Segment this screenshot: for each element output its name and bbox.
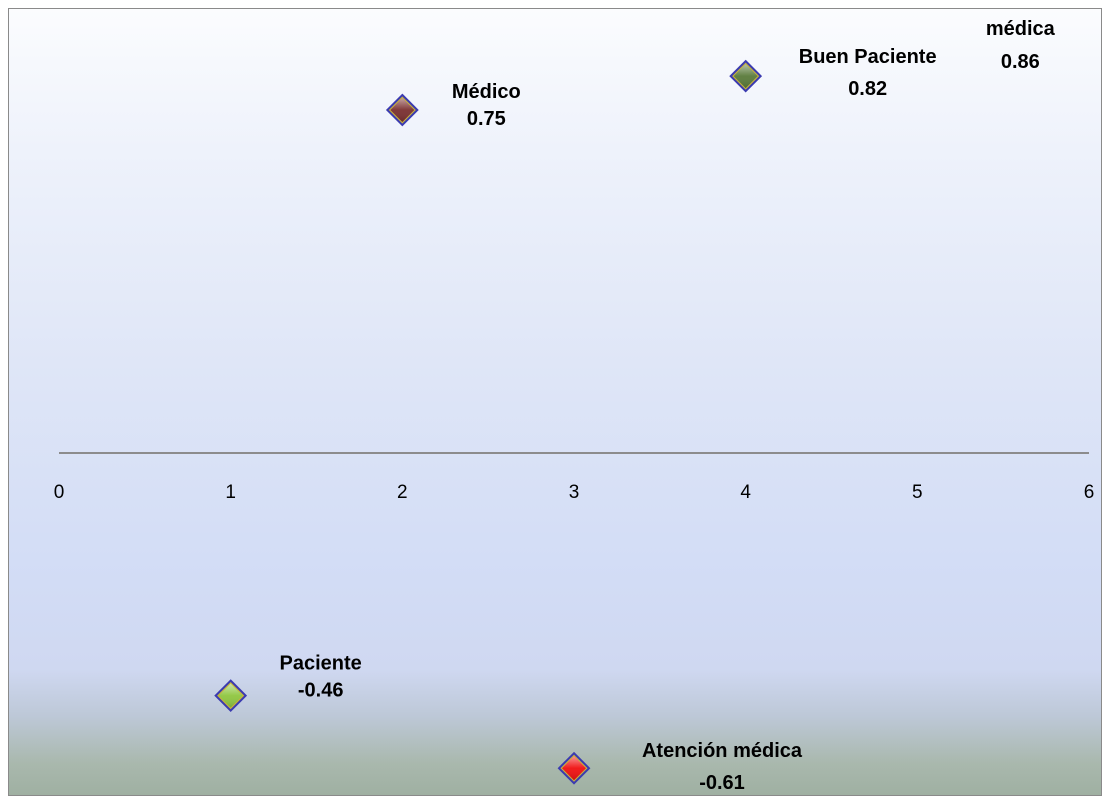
data-label-line: 0.86 — [1001, 51, 1040, 73]
data-label-line: 0.75 — [467, 108, 506, 130]
x-tick-label: 1 — [225, 482, 236, 503]
x-tick-label: 4 — [740, 482, 751, 503]
data-label: Paciente -0.46 — [280, 653, 362, 702]
data-label-line: 0.82 — [848, 78, 887, 100]
data-label-line: Atención médica — [642, 740, 803, 762]
x-tick-label: 5 — [912, 482, 923, 503]
data-label-line: Paciente — [280, 653, 362, 675]
scatter-point — [214, 679, 248, 713]
data-labels: Paciente -0.46 Médico 0.75 Atención médica -0… — [280, 9, 1095, 794]
data-label-line: Buen Paciente — [799, 46, 937, 68]
x-tick-labels: 0 1 2 3 4 5 6 — [54, 482, 1095, 503]
scatter-point — [385, 93, 419, 127]
x-tick-label: 3 — [569, 482, 580, 503]
chart-frame: 0 1 2 3 4 5 6 Paciente -0.46 Médico 0.75 Atención … — [8, 8, 1102, 796]
scatter-point — [729, 59, 763, 93]
data-label: Buena atenciónmédica0.86 — [946, 9, 1095, 73]
scatter-point — [557, 751, 591, 785]
data-label-line: -0.46 — [298, 680, 344, 702]
x-tick-label: 6 — [1084, 482, 1095, 503]
x-tick-label: 0 — [54, 482, 65, 503]
data-label: Atención médica -0.61 — [642, 740, 803, 794]
x-tick-label: 2 — [397, 482, 408, 503]
data-points — [214, 59, 763, 785]
scatter-chart: 0 1 2 3 4 5 6 Paciente -0.46 Médico 0.75 Atención … — [54, 9, 1095, 794]
data-label: Médico 0.75 — [452, 81, 521, 130]
data-label-line: médica — [986, 18, 1056, 40]
data-label-line: -0.61 — [699, 772, 745, 794]
data-label: Buen Paciente 0.82 — [799, 46, 937, 100]
data-label-line: Médico — [452, 81, 521, 103]
